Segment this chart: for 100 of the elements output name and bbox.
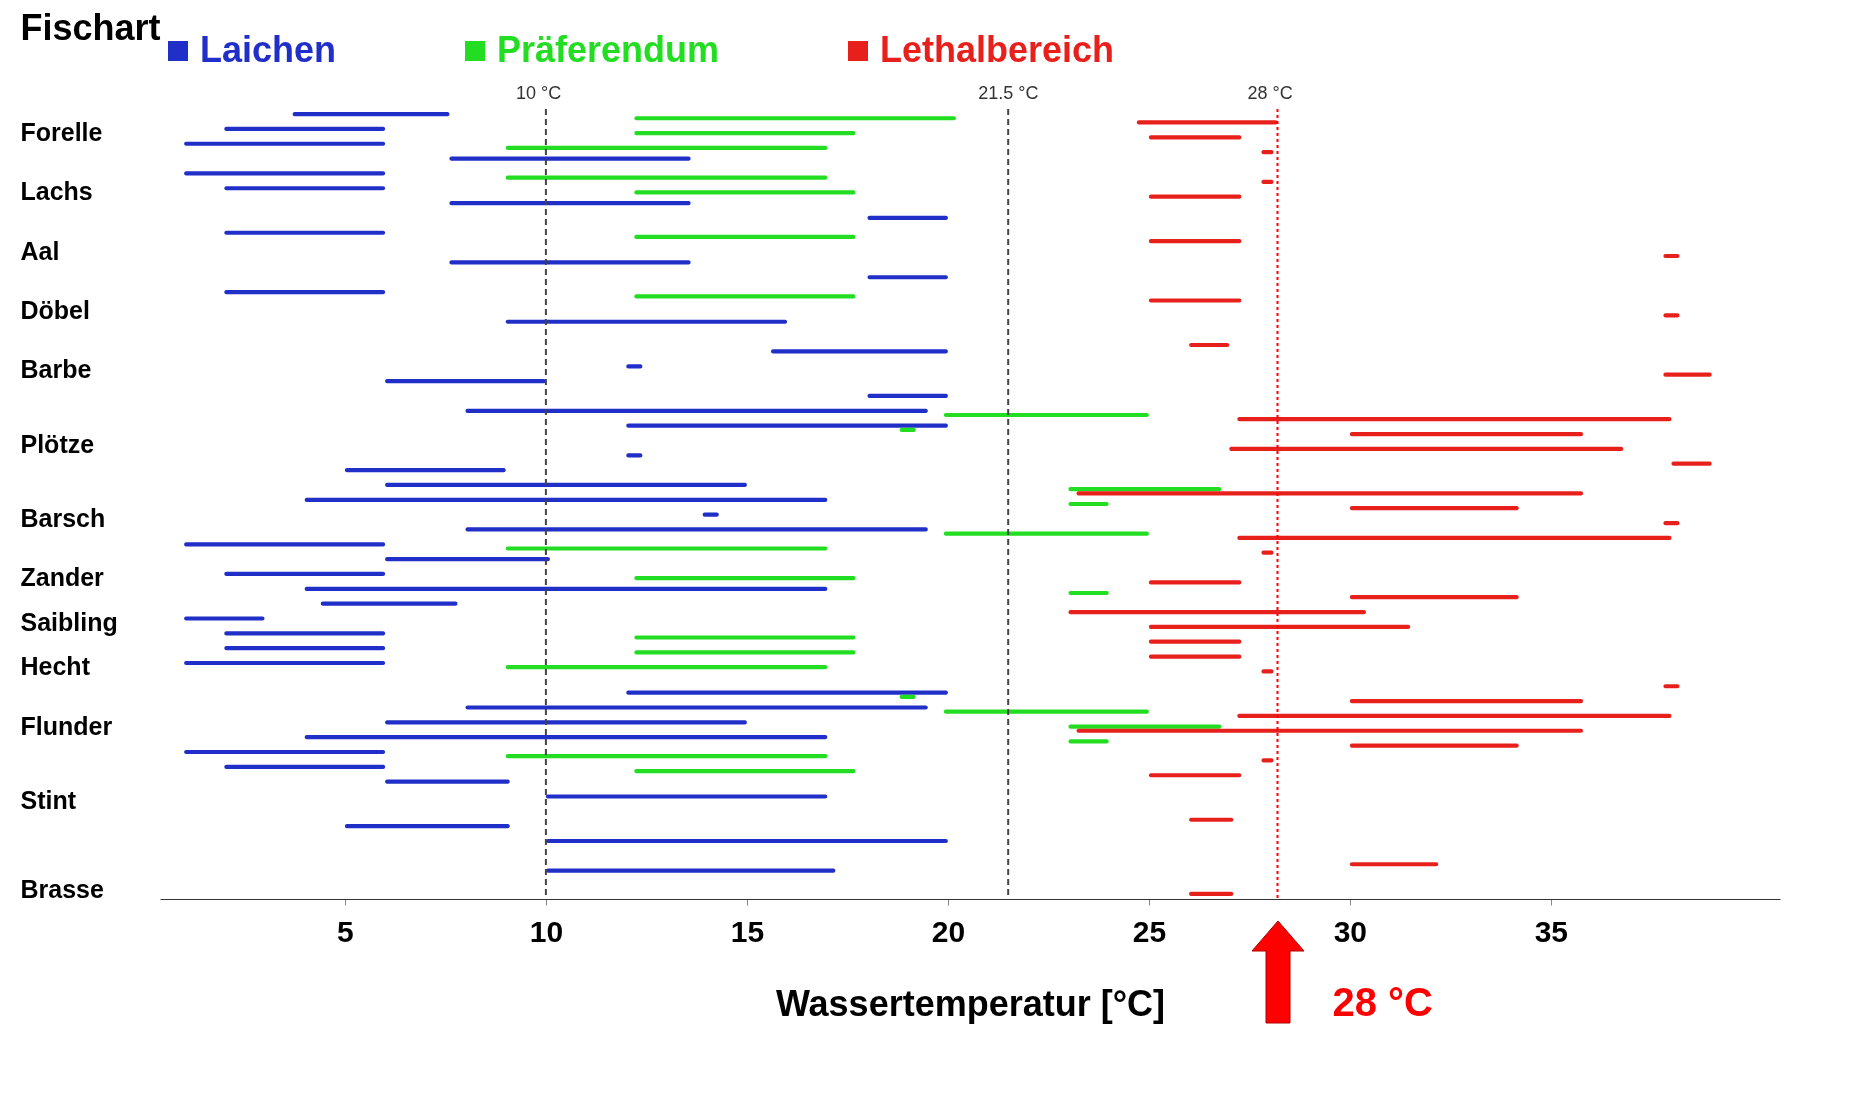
bar bbox=[184, 749, 386, 755]
legend-label: Lethalbereich bbox=[880, 29, 1115, 70]
x-tick-label: 25 bbox=[1132, 914, 1167, 948]
bar bbox=[1189, 342, 1230, 348]
y-tick-label: Aal bbox=[20, 236, 60, 265]
bar bbox=[224, 631, 386, 636]
bar bbox=[184, 141, 386, 146]
x-tick-label: 20 bbox=[931, 914, 966, 948]
bar bbox=[1136, 120, 1278, 125]
bar bbox=[1068, 590, 1109, 596]
bar bbox=[1068, 609, 1366, 615]
bar bbox=[1349, 431, 1584, 437]
bar bbox=[224, 646, 386, 651]
legend-label: Laichen bbox=[200, 29, 337, 70]
bar bbox=[224, 290, 386, 295]
y-tick-label: Forelle bbox=[20, 118, 103, 147]
x-tick-label: 30 bbox=[1333, 914, 1368, 948]
bar bbox=[505, 175, 828, 180]
bar bbox=[1148, 194, 1242, 199]
text: 28 °C bbox=[1332, 980, 1434, 1024]
bar bbox=[867, 393, 948, 399]
y-tick-label: Saibling bbox=[20, 607, 118, 636]
bar bbox=[385, 482, 747, 488]
bar bbox=[771, 349, 948, 354]
bar bbox=[1229, 446, 1624, 451]
bar bbox=[1148, 580, 1242, 585]
bar bbox=[449, 200, 691, 206]
y-tick-label: Barsch bbox=[20, 503, 106, 532]
bar bbox=[304, 497, 828, 502]
bar bbox=[505, 665, 828, 670]
legend-label: Präferendum bbox=[497, 29, 720, 70]
bar bbox=[465, 527, 928, 532]
bar bbox=[1148, 773, 1242, 778]
bar bbox=[184, 660, 386, 666]
bar bbox=[626, 690, 948, 695]
bar bbox=[1068, 739, 1109, 744]
bar bbox=[634, 576, 856, 581]
bar bbox=[1349, 698, 1584, 704]
bar bbox=[867, 275, 948, 280]
bar bbox=[943, 412, 1149, 418]
bar bbox=[1076, 491, 1584, 496]
bar bbox=[1068, 724, 1222, 729]
bar bbox=[1671, 461, 1712, 466]
bar bbox=[626, 423, 948, 428]
y-axis-title: Fischart bbox=[20, 6, 161, 48]
y-tick-label: Hecht bbox=[20, 652, 91, 681]
bar bbox=[505, 319, 788, 324]
bar bbox=[505, 546, 828, 551]
bar bbox=[1663, 372, 1712, 377]
y-tick-label: Barbe bbox=[20, 355, 92, 384]
ref-line-label: 21.5 °C bbox=[978, 83, 1039, 103]
bar bbox=[184, 616, 265, 621]
bar bbox=[184, 542, 386, 547]
bar bbox=[385, 379, 546, 384]
bar bbox=[634, 768, 856, 774]
bar bbox=[385, 557, 550, 562]
bar bbox=[545, 868, 836, 873]
bar bbox=[634, 635, 856, 640]
bar bbox=[545, 838, 948, 844]
bar bbox=[292, 111, 450, 117]
bar bbox=[224, 126, 386, 132]
bar bbox=[1189, 817, 1234, 822]
x-tick-label: 5 bbox=[337, 914, 354, 948]
bar bbox=[1148, 135, 1242, 140]
bar bbox=[385, 720, 747, 725]
bar bbox=[1349, 862, 1439, 867]
bar bbox=[634, 650, 856, 655]
bar bbox=[634, 294, 856, 299]
bar bbox=[1237, 417, 1672, 422]
bar bbox=[224, 571, 386, 577]
bar bbox=[1068, 501, 1109, 507]
bar bbox=[1148, 298, 1242, 303]
bar bbox=[1189, 891, 1234, 897]
bar bbox=[634, 131, 856, 136]
bar bbox=[1148, 639, 1242, 644]
bar bbox=[224, 230, 386, 235]
bar bbox=[505, 754, 828, 759]
bar bbox=[449, 156, 691, 161]
bar bbox=[1148, 239, 1242, 244]
bar bbox=[344, 824, 510, 829]
bar bbox=[224, 764, 386, 769]
bar bbox=[634, 234, 856, 240]
y-tick-label: Döbel bbox=[20, 296, 90, 325]
bar bbox=[1349, 506, 1519, 511]
bar bbox=[224, 186, 386, 191]
x-axis-title: Wassertemperatur [°C] bbox=[775, 982, 1166, 1024]
ref-line-label: 28 °C bbox=[1247, 83, 1293, 103]
bar bbox=[304, 735, 828, 740]
bar bbox=[634, 190, 856, 195]
bar bbox=[545, 794, 828, 799]
bar bbox=[1148, 624, 1411, 629]
bar bbox=[1349, 595, 1519, 600]
bar bbox=[1349, 743, 1519, 748]
bar bbox=[449, 260, 691, 265]
bar bbox=[320, 601, 458, 606]
ref-line-label: 10 °C bbox=[515, 83, 562, 103]
y-tick-label: Zander bbox=[20, 563, 105, 592]
x-tick-label: 15 bbox=[730, 914, 765, 948]
bar bbox=[1237, 713, 1672, 718]
bar bbox=[943, 531, 1149, 536]
